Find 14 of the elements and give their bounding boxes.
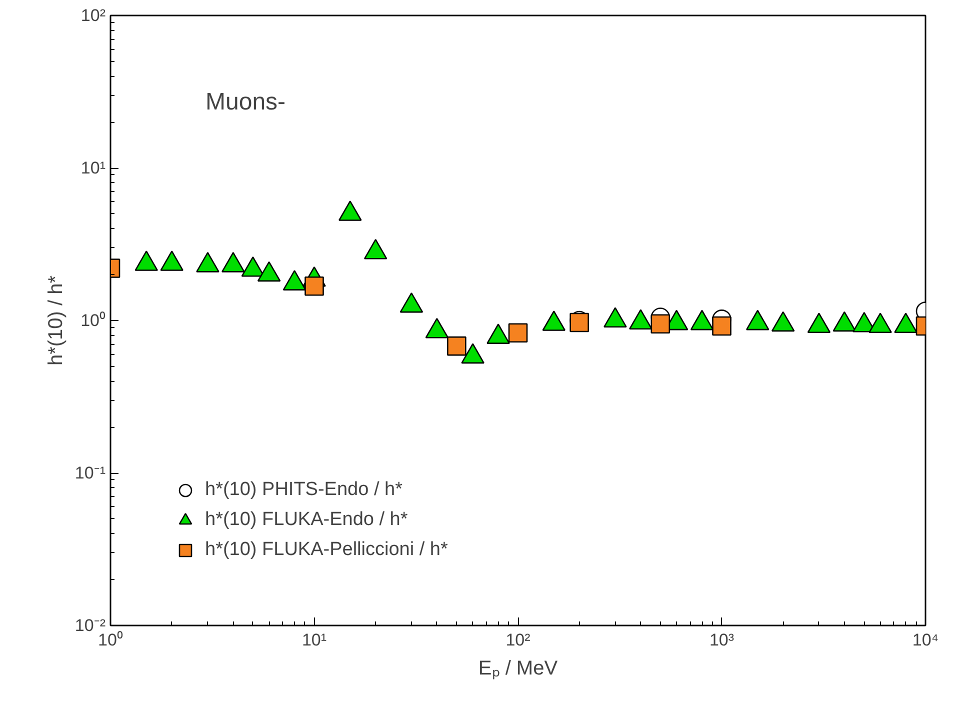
x-axis-title: Eₚ / MeV — [478, 658, 558, 680]
x-tick-label: 10³ — [709, 630, 734, 650]
x-tick-label: 10⁴ — [912, 630, 939, 650]
y-axis-title: h*(10) / h* — [44, 275, 67, 366]
annotation: Muons- — [206, 88, 286, 116]
x-tick-label: 10¹ — [302, 630, 327, 650]
y-tick-label: 10⁰ — [80, 311, 106, 330]
y-tick-label: 10² — [80, 6, 106, 25]
x-tick-label: 10² — [506, 630, 531, 650]
legend-label: h*(10) FLUKA-Pelliccioni / h* — [205, 539, 448, 561]
legend-label: h*(10) FLUKA-Endo / h* — [205, 509, 408, 531]
y-tick-label: 10¹ — [80, 158, 106, 178]
y-tick-label: 10⁻¹ — [74, 464, 106, 482]
legend-label: h*(10) PHITS-Endo / h* — [205, 479, 402, 501]
